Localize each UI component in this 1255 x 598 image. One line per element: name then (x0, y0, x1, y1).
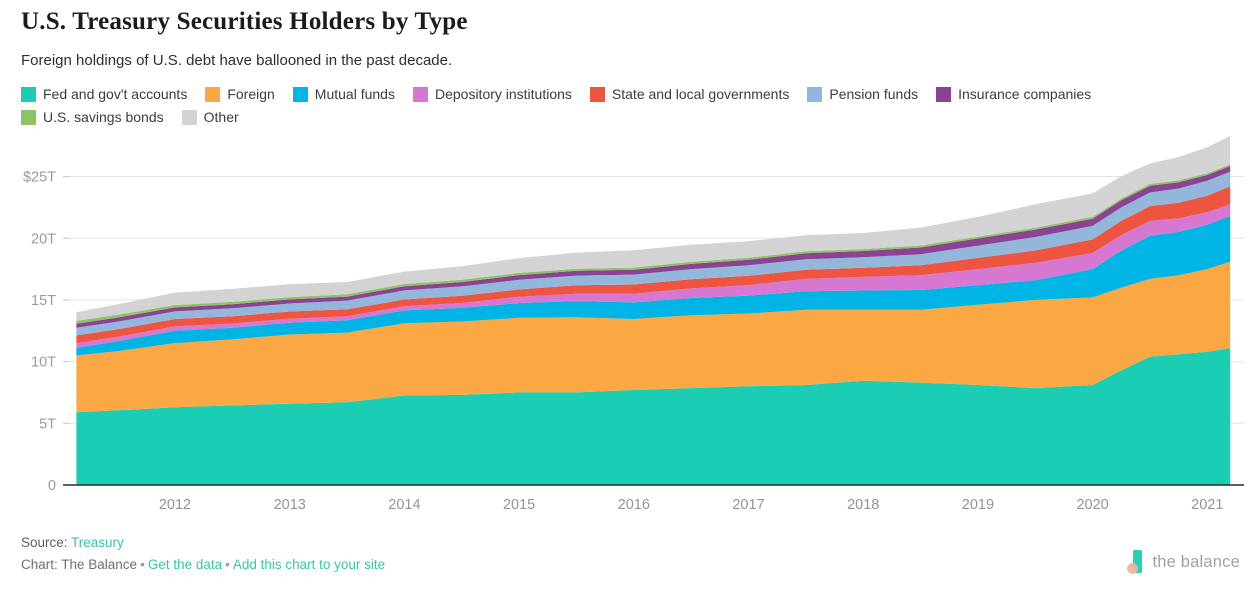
x-axis-label: 2020 (1076, 497, 1108, 513)
credit-text: Chart: The Balance (21, 557, 138, 572)
x-axis-label: 2015 (503, 497, 535, 513)
area-state-and-local-governments[interactable] (76, 186, 1231, 344)
area-other[interactable] (76, 135, 1231, 321)
legend-label: Depository institutions (434, 86, 572, 102)
x-axis-label: 2018 (847, 497, 879, 513)
legend-label: Foreign (227, 86, 275, 102)
x-axis-label: 2013 (274, 497, 306, 513)
page-title: U.S. Treasury Securities Holders by Type (21, 8, 468, 35)
y-axis-label: 5T (39, 416, 56, 432)
legend-swatch-icon (412, 86, 428, 102)
the-balance-logo-icon (1127, 549, 1144, 575)
legend-item-u-s-savings-bonds: U.S. savings bonds (21, 109, 164, 125)
legend-label: U.S. savings bonds (43, 109, 164, 125)
y-axis-label: 15T (31, 293, 56, 309)
legend-item-insurance-companies: Insurance companies (936, 86, 1091, 102)
area-foreign[interactable] (76, 261, 1231, 413)
source-label: Source: (21, 535, 68, 550)
area-pension-funds[interactable] (76, 171, 1231, 336)
legend-swatch-icon (181, 109, 197, 125)
y-axis-label: 0 (48, 478, 56, 494)
legend-swatch-icon (936, 86, 952, 102)
bullet-separator: • (225, 557, 230, 572)
legend-label: Other (203, 109, 239, 125)
legend-item-other: Other (181, 109, 239, 125)
legend-swatch-icon (292, 86, 308, 102)
legend-swatch-icon (21, 86, 36, 102)
legend-swatch-icon (21, 109, 36, 125)
legend-item-depository-institutions: Depository institutions (412, 86, 572, 102)
legend-item-foreign: Foreign (205, 86, 275, 102)
logo-bar-shape (1133, 550, 1143, 573)
x-axis-label: 2012 (159, 497, 191, 513)
source-link[interactable]: Treasury (71, 535, 124, 550)
legend-label: Pension funds (829, 86, 919, 102)
area-depository-institutions[interactable] (76, 204, 1231, 348)
legend-swatch-icon (205, 86, 221, 102)
the-balance-logo[interactable]: the balance (1127, 549, 1240, 575)
embed-link[interactable]: Add this chart to your site (232, 557, 386, 572)
chart-subtitle: Foreign holdings of U.S. debt have ballo… (21, 52, 453, 69)
legend-item-state-and-local-governments: State and local governments (589, 86, 790, 102)
legend-swatch-icon (589, 86, 605, 102)
x-axis-label: 2017 (732, 497, 764, 513)
legend-swatch-icon (807, 86, 823, 102)
y-axis-label: 10T (31, 355, 56, 371)
area-fed-and-gov-t-accounts[interactable] (76, 348, 1231, 485)
logo-dot-shape (1127, 563, 1139, 574)
plot-area[interactable] (76, 135, 1231, 485)
get-data-link[interactable]: Get the data (147, 557, 223, 572)
bullet-separator: • (140, 557, 145, 572)
logo-text: the balance (1152, 552, 1240, 571)
legend-label: Insurance companies (958, 86, 1092, 102)
legend-label: State and local governments (611, 86, 790, 102)
legend-item-fed-and-gov-t-accounts: Fed and gov't accounts (21, 86, 187, 102)
source-line: Source: Treasury (21, 535, 124, 550)
legend: Fed and gov't accounts Foreign Mutual fund… (21, 86, 1241, 125)
y-axis-label: 20T (31, 231, 56, 247)
credit-line: Chart: The Balance • Get the data • Add this… (21, 557, 385, 572)
x-axis-label: 2021 (1191, 497, 1223, 513)
legend-label: Fed and gov't accounts (43, 86, 188, 102)
x-axis-label: 2014 (388, 497, 420, 513)
legend-item-mutual-funds: Mutual funds (292, 86, 395, 102)
x-axis-label: 2016 (618, 497, 650, 513)
legend-item-pension-funds: Pension funds (807, 86, 918, 102)
x-axis-label: 2019 (962, 497, 994, 513)
area-mutual-funds[interactable] (76, 216, 1231, 356)
legend-label: Mutual funds (314, 86, 395, 102)
y-axis-label: $25T (23, 170, 56, 186)
